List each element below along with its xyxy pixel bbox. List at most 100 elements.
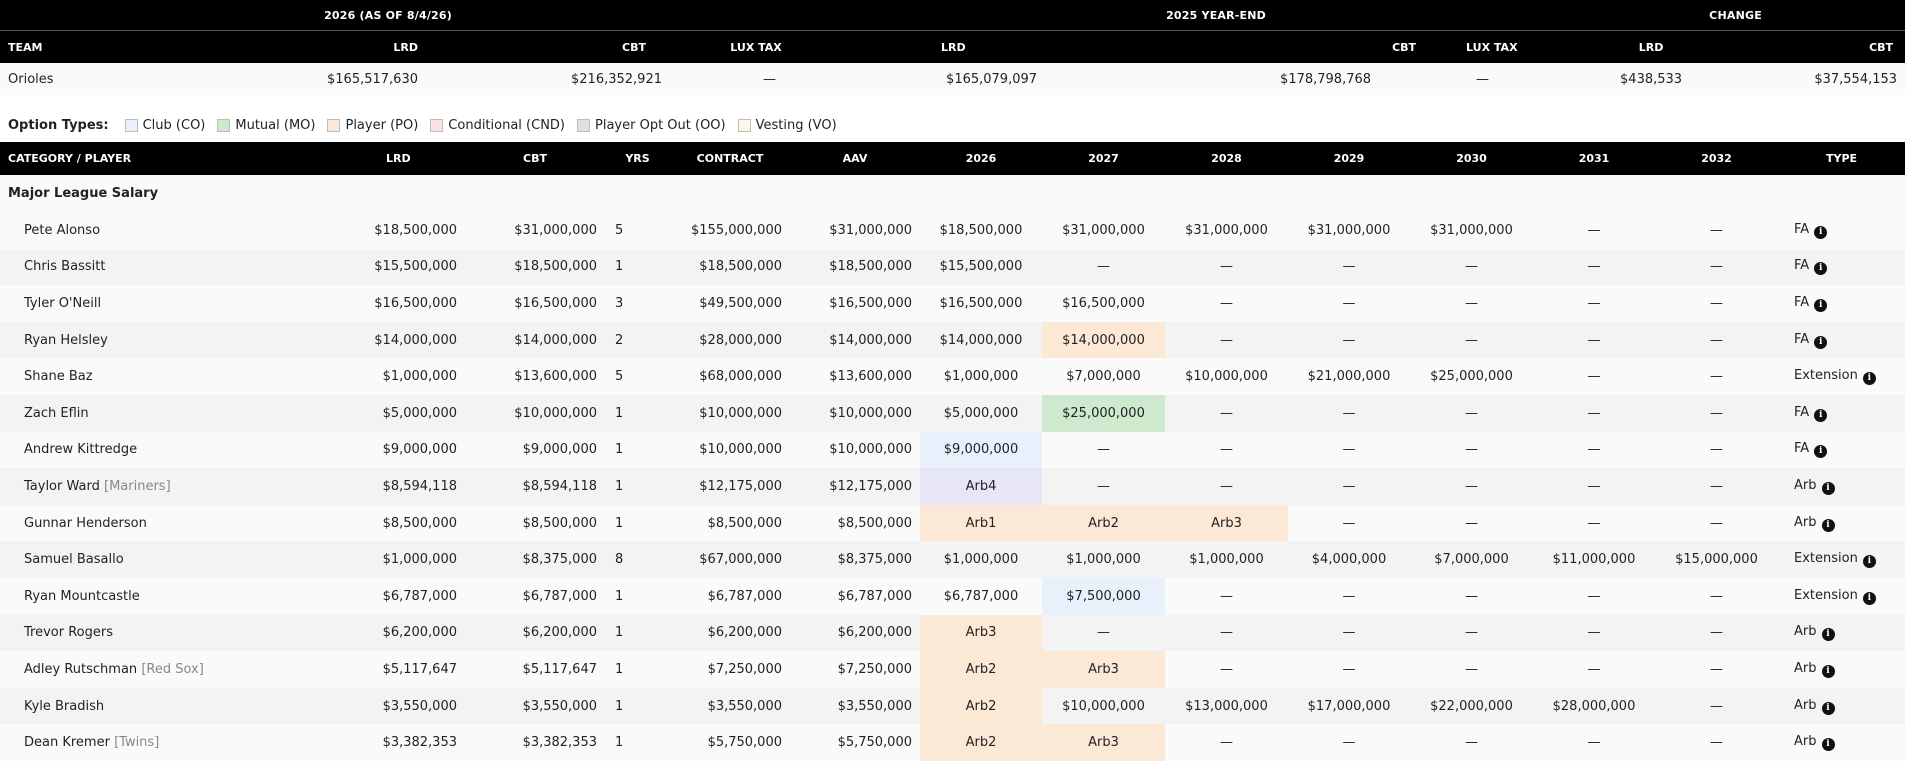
year-2031-cell: — <box>1533 614 1655 652</box>
info-icon[interactable]: i <box>1814 408 1828 422</box>
table-row: Trevor Rogers $6,200,000 $6,200,000 1 $6,200… <box>0 614 1905 652</box>
year-2027-cell: Arb3 <box>1042 651 1165 688</box>
info-icon[interactable]: i <box>1821 664 1835 678</box>
yrs-cell: 1 <box>605 468 670 505</box>
col-luxtax-2025[interactable]: LUX TAX <box>1436 30 1567 63</box>
info-icon[interactable]: i <box>1821 481 1835 495</box>
year-2031-cell: $28,000,000 <box>1533 687 1655 725</box>
col-2031[interactable]: 2031 <box>1533 142 1655 175</box>
info-icon[interactable]: i <box>1821 518 1835 532</box>
type-cell: FA i <box>1778 394 1905 432</box>
info-icon[interactable]: i <box>1862 372 1876 386</box>
player-name-link[interactable]: Tyler O'Neill <box>24 295 102 311</box>
col-contract[interactable]: CONTRACT <box>670 142 790 175</box>
legend-item-club: Club (CO) <box>124 118 205 133</box>
col-cbt-2026[interactable]: CBT <box>418 30 676 63</box>
contract-type-label: FA <box>1794 331 1810 347</box>
aav-cell: $10,000,000 <box>790 394 920 432</box>
type-cell: Arb i <box>1778 504 1905 542</box>
player-name-link[interactable]: Ryan Helsley <box>24 332 108 348</box>
info-icon[interactable]: i <box>1814 225 1828 239</box>
player-name-cell: Taylor Ward [Mariners] <box>0 468 340 505</box>
year-2026-cell: Arb3 <box>920 614 1042 652</box>
year-2029-cell: $17,000,000 <box>1288 687 1410 725</box>
cbt-cell: $6,787,000 <box>465 577 605 615</box>
lrd-cell: $5,117,647 <box>340 651 465 688</box>
legend-item-mutual: Mutual (MO) <box>217 118 315 133</box>
team-name[interactable]: Orioles <box>0 63 160 95</box>
year-2026-cell: $14,000,000 <box>920 321 1042 359</box>
year-2030-cell: — <box>1410 614 1533 652</box>
player-name-link[interactable]: Shane Baz <box>24 369 93 385</box>
info-icon[interactable]: i <box>1821 738 1835 752</box>
info-icon[interactable]: i <box>1821 628 1835 642</box>
info-icon[interactable]: i <box>1821 701 1835 715</box>
year-2027-cell: Arb2 <box>1042 504 1165 542</box>
col-luxtax-2026[interactable]: LUX TAX <box>676 30 837 63</box>
year-2026-cell: $9,000,000 <box>920 431 1042 469</box>
year-2030-cell: $22,000,000 <box>1410 687 1533 725</box>
col-cbt-2025[interactable]: CBT <box>1136 30 1437 63</box>
aav-cell: $8,375,000 <box>790 541 920 578</box>
lrd-change-value: $438,533 <box>1566 63 1737 95</box>
col-team[interactable]: TEAM <box>0 30 160 63</box>
aav-cell: $10,000,000 <box>790 431 920 469</box>
player-name-link[interactable]: Taylor Ward <box>24 478 100 494</box>
type-cell: Extension i <box>1778 541 1905 578</box>
col-lrd-2025[interactable]: LRD <box>836 30 1137 63</box>
col-2030[interactable]: 2030 <box>1410 142 1533 175</box>
player-name-link[interactable]: Pete Alonso <box>24 222 101 238</box>
lrd-cell: $3,550,000 <box>340 687 465 725</box>
player-name-link[interactable]: Zach Eflin <box>24 405 89 421</box>
year-2031-cell: — <box>1533 248 1655 286</box>
yrs-cell: 1 <box>605 577 670 615</box>
player-name-link[interactable]: Trevor Rogers <box>24 625 113 641</box>
col-2028[interactable]: 2028 <box>1165 142 1288 175</box>
aav-cell: $13,600,000 <box>790 358 920 395</box>
col-lrd[interactable]: LRD <box>340 142 465 175</box>
year-2030-cell: — <box>1410 651 1533 688</box>
contract-cell: $6,787,000 <box>670 577 790 615</box>
col-2026[interactable]: 2026 <box>920 142 1042 175</box>
option-types-legend: Option Types: Club (CO) Mutual (MO) Play… <box>0 108 1905 142</box>
col-cbt[interactable]: CBT <box>465 142 605 175</box>
player-name-link[interactable]: Adley Rutschman <box>24 661 138 677</box>
cbt-cell: $13,600,000 <box>465 358 605 395</box>
col-yrs[interactable]: YRS <box>605 142 670 175</box>
player-name-link[interactable]: Ryan Mountcastle <box>24 588 140 604</box>
player-name-link[interactable]: Chris Bassitt <box>24 259 106 275</box>
col-category-player[interactable]: CATEGORY / PLAYER <box>0 142 340 175</box>
info-icon[interactable]: i <box>1814 445 1828 459</box>
year-2027-cell: — <box>1042 614 1165 652</box>
year-2030-cell: — <box>1410 577 1533 615</box>
cbt-2026-value: $216,352,921 <box>418 63 676 95</box>
info-icon[interactable]: i <box>1814 335 1828 349</box>
cbt-cell: $8,500,000 <box>465 504 605 542</box>
col-aav[interactable]: AAV <box>790 142 920 175</box>
col-type[interactable]: TYPE <box>1778 142 1905 175</box>
year-2029-cell: $4,000,000 <box>1288 541 1410 578</box>
info-icon[interactable]: i <box>1862 591 1876 605</box>
info-icon[interactable]: i <box>1814 262 1828 276</box>
legend-swatch <box>124 118 138 132</box>
player-name-link[interactable]: Andrew Kittredge <box>24 442 138 458</box>
col-cbt-change[interactable]: CBT <box>1736 30 1905 63</box>
table-row: Ryan Helsley $14,000,000 $14,000,000 2 $28,0… <box>0 321 1905 359</box>
player-name-link[interactable]: Gunnar Henderson <box>24 515 147 531</box>
info-icon[interactable]: i <box>1814 298 1828 312</box>
player-name-link[interactable]: Dean Kremer <box>24 735 110 751</box>
luxtax-2026-value: — <box>676 63 837 95</box>
player-name-link[interactable]: Samuel Basallo <box>24 552 124 568</box>
col-lrd-2026[interactable]: LRD <box>160 30 418 63</box>
year-2027-cell: $7,000,000 <box>1042 358 1165 395</box>
player-name-cell: Kyle Bradish <box>0 687 340 725</box>
group-header-2025: 2025 YEAR-END <box>836 0 1567 31</box>
col-2027[interactable]: 2027 <box>1042 142 1165 175</box>
col-2029[interactable]: 2029 <box>1288 142 1410 175</box>
col-2032[interactable]: 2032 <box>1655 142 1778 175</box>
info-icon[interactable]: i <box>1862 555 1876 569</box>
table-row: Andrew Kittredge $9,000,000 $9,000,000 1 $10… <box>0 431 1905 469</box>
player-name-link[interactable]: Kyle Bradish <box>24 698 105 714</box>
col-lrd-change[interactable]: LRD <box>1566 30 1737 63</box>
year-2027-cell: Arb3 <box>1042 724 1165 761</box>
